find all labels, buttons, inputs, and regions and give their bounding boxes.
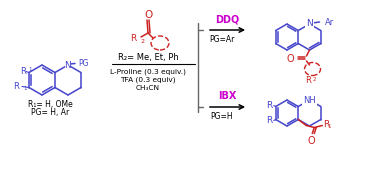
Text: N: N (65, 60, 71, 70)
Text: R: R (305, 76, 311, 85)
Text: 2: 2 (313, 77, 316, 82)
Text: IBX: IBX (218, 91, 236, 101)
Text: O: O (287, 54, 294, 64)
Text: R: R (323, 120, 330, 129)
Text: R: R (130, 33, 136, 43)
Text: Ar: Ar (325, 18, 334, 26)
Text: O: O (144, 10, 152, 20)
Text: 1: 1 (328, 124, 331, 129)
Text: R: R (266, 101, 273, 110)
Text: R: R (20, 67, 26, 76)
Text: R₂= Me, Et, Ph: R₂= Me, Et, Ph (118, 53, 178, 61)
Text: R: R (266, 116, 273, 125)
Text: 2: 2 (140, 38, 144, 43)
Text: 1: 1 (23, 86, 26, 91)
Text: TFA (0.3 equiv): TFA (0.3 equiv) (120, 77, 176, 83)
Text: PG=Ar: PG=Ar (209, 35, 235, 44)
Text: N: N (306, 18, 313, 28)
Text: CH₃CN: CH₃CN (136, 85, 160, 91)
Text: R₁= H, OMe: R₁= H, OMe (28, 100, 72, 108)
Text: DDQ: DDQ (215, 14, 239, 24)
Text: O: O (307, 137, 315, 147)
Text: NH: NH (303, 95, 316, 105)
Text: R: R (13, 82, 19, 91)
Text: PG=H: PG=H (211, 112, 233, 121)
Text: L-Proline (0.3 equiv.): L-Proline (0.3 equiv.) (110, 69, 186, 75)
Text: PG= H, Ar: PG= H, Ar (31, 107, 69, 117)
Text: PG: PG (78, 58, 88, 68)
Text: 1: 1 (28, 67, 32, 72)
